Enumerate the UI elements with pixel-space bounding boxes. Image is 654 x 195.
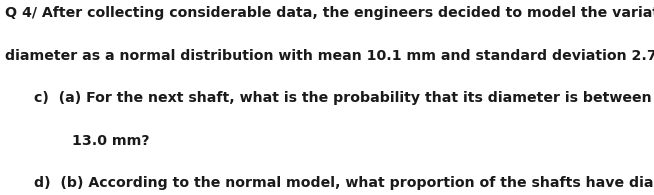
Text: c)  (a) For the next shaft, what is the probability that its diameter is between: c) (a) For the next shaft, what is the p… — [34, 91, 654, 105]
Text: 13.0 mm?: 13.0 mm? — [72, 134, 150, 148]
Text: Q 4/ After collecting considerable data, the engineers decided to model the vari: Q 4/ After collecting considerable data,… — [5, 6, 654, 20]
Text: diameter as a normal distribution with mean 10.1 mm and standard deviation 2.7 m: diameter as a normal distribution with m… — [5, 49, 654, 63]
Text: d)  (b) According to the normal model, what proportion of the shafts have diamet: d) (b) According to the normal model, wh… — [34, 176, 654, 191]
